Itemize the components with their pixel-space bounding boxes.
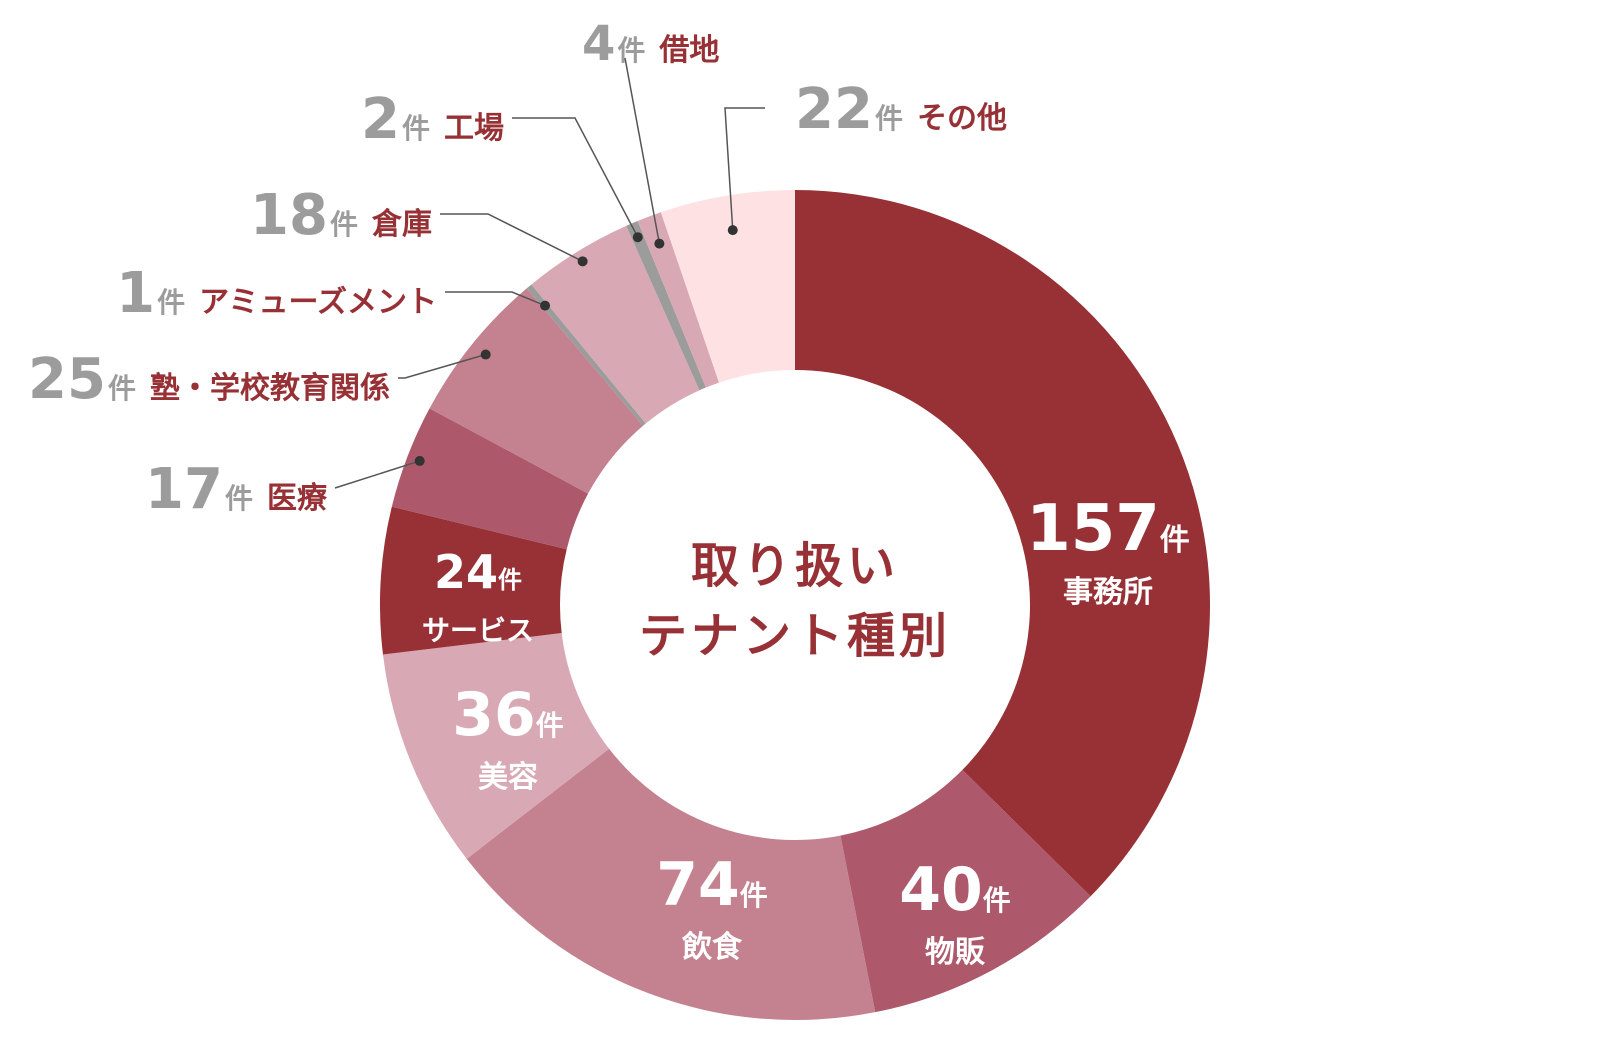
leader-lines [334,57,765,489]
slice-7-leader-line [445,291,546,307]
slice-1-category-label: 物販 [925,935,986,970]
slice-3-arc [382,633,610,859]
slice-8-leader-dot [577,256,588,267]
donut-slices [380,190,1211,1021]
slice-6-leader-line [398,353,486,379]
slice-4-arc [380,506,567,655]
slice-8-leader-line [440,213,583,262]
slice-4-count-label: 24件 [434,545,522,599]
slice-10-label: 4件 借地 [582,16,719,72]
slice-6-label: 25件 塾・学校教育関係 [28,347,390,412]
slice-2-count-label: 74件 [656,850,768,920]
slice-9-label: 2件 工場 [361,87,504,152]
slice-3-category-label: 美容 [478,760,538,795]
slice-4-category-label: サービス [422,614,534,647]
slice-5-leader-line [334,460,420,489]
slice-9-leader-dot [632,232,643,243]
slice-0-category-label: 事務所 [1063,575,1153,610]
slice-11-leader-line [724,107,765,231]
chart-title-line-2: テナント種別 [639,608,951,664]
slice-1-count-label: 40件 [899,855,1011,925]
slice-5-arc [391,408,589,550]
slice-8-label: 18件 倉庫 [250,183,432,248]
slice-10-leader-dot [654,238,665,249]
slice-5-label: 17件 医療 [145,457,327,522]
slice-9-leader-line [512,117,639,238]
slice-7-arc [526,284,646,426]
slice-10-arc [637,212,720,388]
chart-title-line-1: 取り扱い [691,538,899,594]
slice-11-leader-dot [727,225,738,236]
slice-6-arc [429,288,644,494]
slice-6-leader-dot [480,349,491,360]
slice-0-count-label: 157件 [1026,492,1190,566]
slice-2-category-label: 飲食 [682,930,743,965]
slice-2-arc [466,748,876,1021]
slice-7-label: 1件 アミューズメント [116,261,437,326]
slice-1-arc [840,769,1091,1013]
slice-11-arc [660,190,795,383]
slice-9-arc [626,220,706,391]
slice-3-count-label: 36件 [452,680,564,750]
slice-8-arc [531,225,700,424]
slice-10-leader-line [624,57,661,244]
slice-11-label: 22件 その他 [795,77,1007,142]
slice-5-leader-dot [414,455,425,466]
slice-7-leader-dot [540,300,551,311]
slice-0-arc [795,190,1211,897]
